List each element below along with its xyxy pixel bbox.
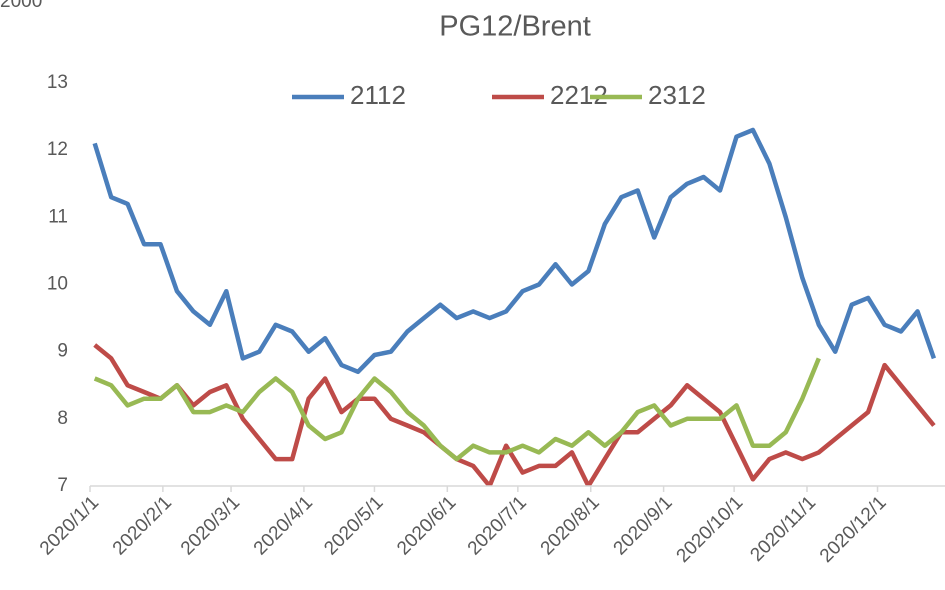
legend-label: 2312 <box>648 80 706 110</box>
x-tick-label: 2020/8/1 <box>537 492 604 559</box>
x-tick-label: 2020/11/1 <box>746 492 820 566</box>
x-tick-label: 2020/2/1 <box>109 492 176 559</box>
y-tick-label: 9 <box>57 341 68 362</box>
series-line <box>93 357 821 462</box>
x-tick-label: 2020/7/1 <box>464 492 531 559</box>
x-tick-label: 2020/12/1 <box>816 492 891 567</box>
x-tick-label: 2020/9/1 <box>610 492 677 559</box>
x-tick-label: 2020/1/1 <box>36 492 103 559</box>
y-tick-label: 11 <box>48 206 68 227</box>
series-line <box>92 127 937 375</box>
y-tick-label: 10 <box>47 274 68 295</box>
y-tick-label: 13 <box>47 72 68 93</box>
x-tick-label: 2020/3/1 <box>177 492 244 559</box>
x-tick-label: 2020/4/1 <box>250 492 317 559</box>
x-tick-label: 2020/5/1 <box>320 492 387 559</box>
y-tick-label: 7 <box>57 475 68 496</box>
series-line <box>93 343 936 486</box>
x-tick-label: 2020/10/1 <box>673 492 748 567</box>
x-tick-label: 2020/6/1 <box>393 492 460 559</box>
chart-title: PG12/Brent <box>439 11 591 43</box>
plot-area <box>92 127 937 486</box>
legend-label: 2112 <box>350 80 406 110</box>
annotation: 2000 <box>0 0 42 12</box>
y-tick-label: 12 <box>47 139 68 160</box>
y-tick-label: 8 <box>57 408 68 429</box>
